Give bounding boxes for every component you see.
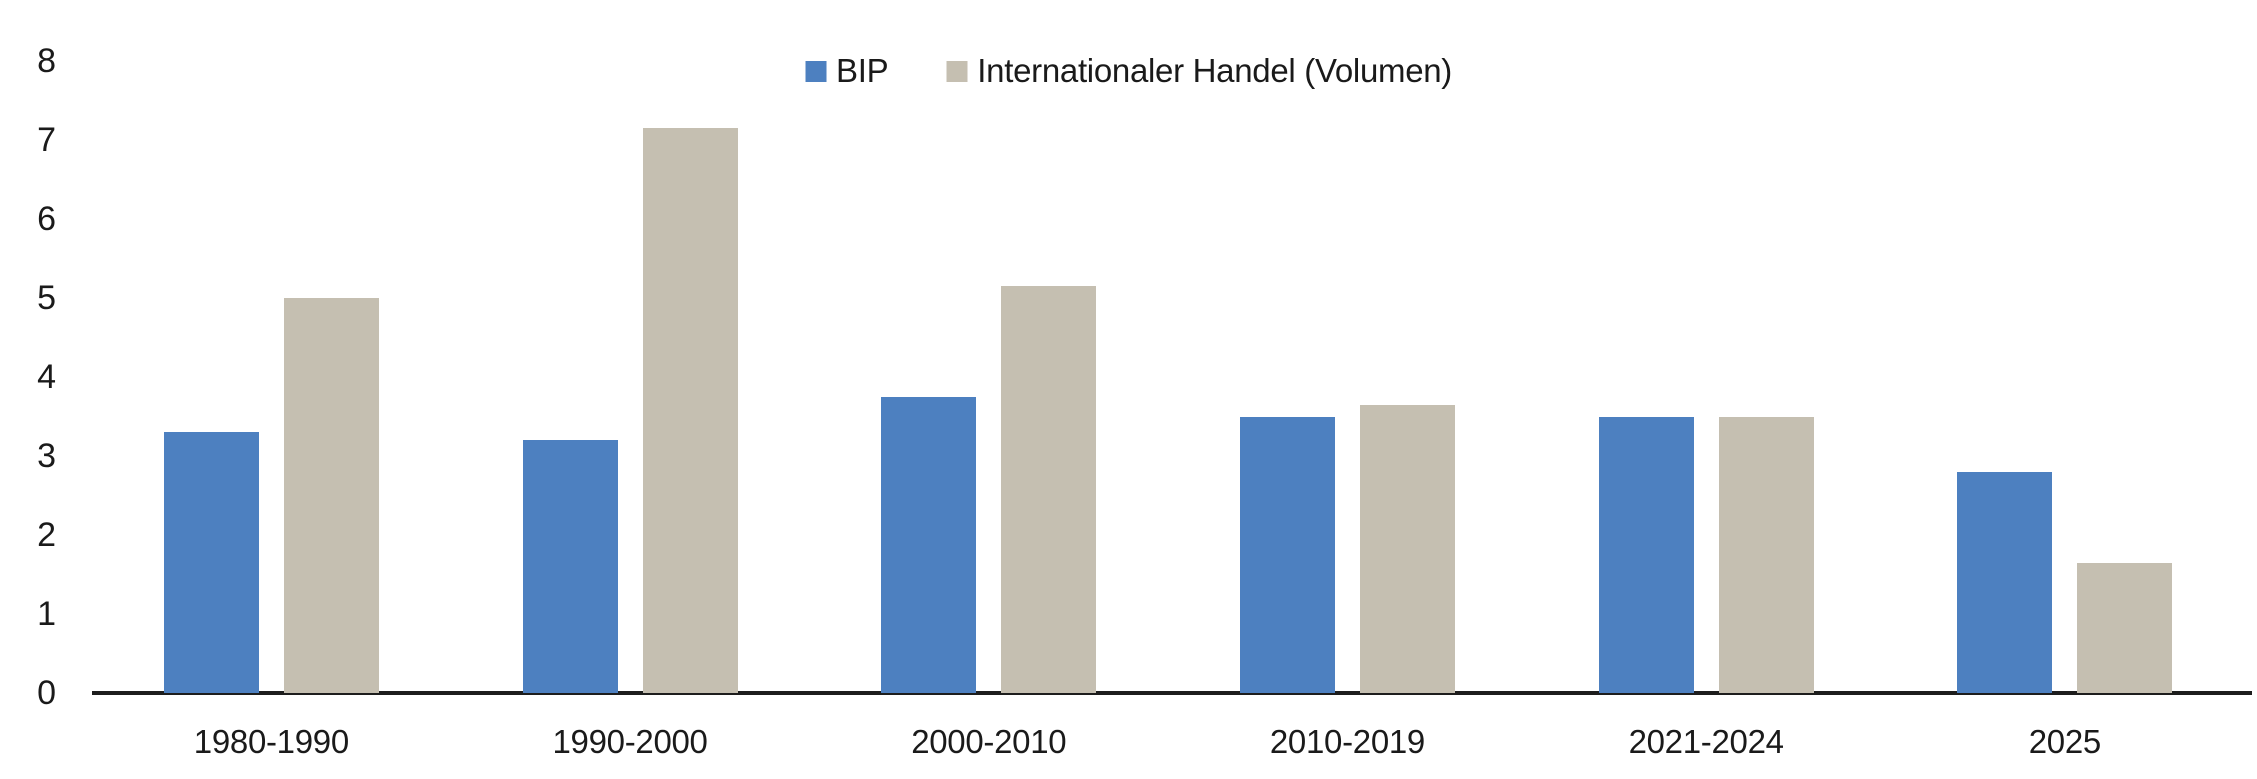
bar-bip [881, 396, 977, 693]
bar-handel [1001, 286, 1097, 693]
y-tick-label: 4 [37, 358, 56, 396]
bar-bip [163, 432, 259, 693]
bar-bip [1239, 416, 1335, 693]
bar-handel [1718, 416, 1814, 693]
legend-swatch-handel-icon [946, 60, 968, 82]
x-category-label: 1990-2000 [552, 723, 708, 760]
chart-legend: BIP Internationaler Handel (Volumen) [805, 52, 1452, 90]
y-tick-label: 6 [37, 200, 56, 238]
x-axis-line [92, 691, 2252, 695]
legend-label-bip: BIP [836, 52, 889, 89]
bar-bip [1598, 416, 1694, 693]
x-category-label: 2010-2019 [1269, 723, 1425, 760]
x-category-label: 2021-2024 [1628, 723, 1784, 760]
y-tick-label: 0 [37, 674, 56, 712]
legend-swatch-bip-icon [805, 60, 827, 82]
x-category-label: 2000-2010 [911, 723, 1067, 760]
y-tick-label: 1 [37, 595, 56, 633]
y-tick-label: 3 [37, 437, 56, 475]
legend-item-handel: Internationaler Handel (Volumen) [946, 52, 1452, 90]
bar-handel [1359, 404, 1455, 693]
y-tick-label: 7 [37, 121, 56, 159]
legend-label-handel: Internationaler Handel (Volumen) [977, 52, 1452, 89]
legend-item-bip: BIP [805, 52, 889, 90]
y-tick-label: 2 [37, 516, 56, 554]
x-category-label: 1980-1990 [193, 723, 349, 760]
y-tick-label: 8 [37, 42, 56, 80]
bar-handel [283, 298, 379, 693]
y-tick-label: 5 [37, 279, 56, 317]
bar-handel [642, 128, 738, 693]
bar-handel [2077, 562, 2173, 693]
x-category-label: 2025 [2028, 723, 2102, 760]
bar-bip [522, 440, 618, 693]
bar-bip [1957, 471, 2053, 693]
